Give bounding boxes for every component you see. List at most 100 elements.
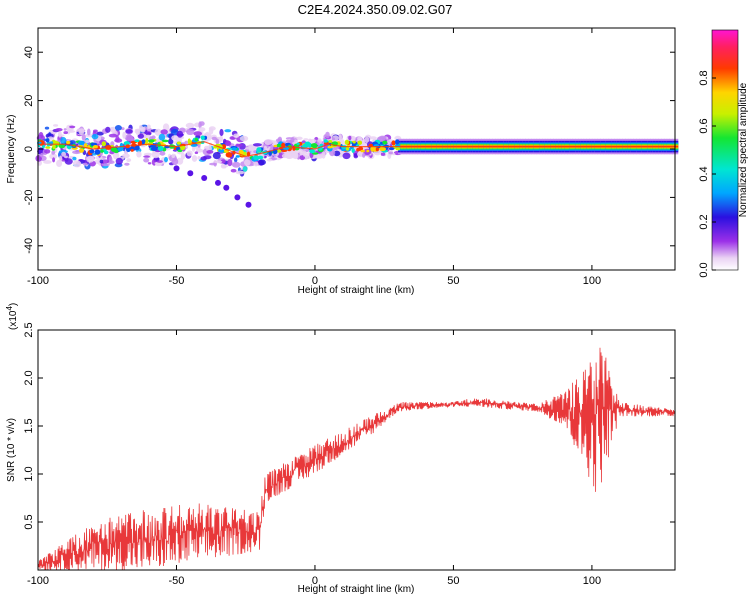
heatmap-cell xyxy=(234,157,238,163)
heatmap-ridge-cell xyxy=(375,147,379,152)
heatmap-cell xyxy=(114,138,123,143)
heatmap-cell xyxy=(230,168,237,173)
heatmap-x-tick-label: 100 xyxy=(583,275,601,287)
colorbar-tick-label: 0.6 xyxy=(698,118,710,133)
colorbar-label: Normalized spectral amplitude xyxy=(738,82,749,217)
heatmap-cell xyxy=(362,153,366,158)
heatmap-cell xyxy=(321,151,326,159)
heatmap-band-cell xyxy=(675,145,679,148)
heatmap-cell xyxy=(164,156,168,163)
snr-x-ticks: -100 -50 0 50 100 xyxy=(27,330,601,587)
heatmap-cell xyxy=(63,131,68,135)
heatmap-cell xyxy=(44,126,50,130)
heatmap-cell xyxy=(61,151,66,157)
heatmap-cell xyxy=(168,138,174,145)
heatmap-ridge-cell xyxy=(304,141,311,147)
heatmap-cell xyxy=(227,159,233,167)
heatmap-cell xyxy=(325,131,330,139)
colorbar-tick-label: 0.4 xyxy=(698,166,710,181)
heatmap-cell xyxy=(66,130,76,133)
heatmap-cell xyxy=(171,158,179,166)
heatmap-cell xyxy=(364,136,370,144)
colorbar-tick-label: 0.0 xyxy=(698,262,710,277)
snr-layer xyxy=(37,347,676,571)
heatmap-cell xyxy=(126,158,132,163)
heatmap-cell xyxy=(156,160,163,163)
heatmap-cell xyxy=(194,151,199,154)
heatmap-cell xyxy=(242,166,248,172)
heatmap-cell xyxy=(72,160,82,168)
heatmap-ridge-cell xyxy=(177,149,183,153)
heatmap-cell xyxy=(264,139,273,145)
heatmap-ridge-cell xyxy=(89,149,95,154)
heatmap-cell xyxy=(235,170,245,175)
snr-multiplier: (x104) xyxy=(5,303,19,330)
snr-x-tick-label: 100 xyxy=(583,575,601,587)
snr-x-axis-title: Height of straight line (km) xyxy=(298,584,415,595)
heatmap-scatter-point xyxy=(215,179,221,186)
heatmap-ridge-cell xyxy=(123,141,130,146)
heatmap-x-tick-label: 50 xyxy=(447,275,459,287)
heatmap-cell xyxy=(191,146,196,152)
heatmap-cell xyxy=(109,126,114,133)
heatmap-cell xyxy=(99,159,104,164)
heatmap-cell xyxy=(143,157,150,163)
heatmap-cell xyxy=(63,128,67,131)
heatmap-ridge-cell xyxy=(323,139,328,143)
heatmap-cell xyxy=(124,134,133,142)
heatmap-x-tick-label: -100 xyxy=(27,275,49,287)
heatmap-cell xyxy=(203,155,212,160)
heatmap-cell xyxy=(233,133,240,138)
heatmap-cell xyxy=(206,150,214,154)
heatmap-ridge-cell xyxy=(351,148,355,154)
heatmap-cell xyxy=(78,128,85,135)
heatmap-ridge-line xyxy=(38,141,675,157)
heatmap-cell xyxy=(197,156,201,160)
heatmap-cell xyxy=(281,153,288,159)
heatmap-cell xyxy=(64,158,73,165)
heatmap-ridge-cell xyxy=(357,140,363,145)
heatmap-ridge-cell xyxy=(235,155,240,158)
heatmap-cell xyxy=(112,152,120,160)
heatmap-ridge-cell xyxy=(225,152,233,158)
heatmap-cell xyxy=(258,159,266,166)
snr-x-tick-label: 0 xyxy=(312,575,318,587)
heatmap-cell xyxy=(302,150,307,157)
heatmap-cell xyxy=(176,157,184,165)
heatmap-cell xyxy=(357,151,364,157)
heatmap-cell xyxy=(115,157,123,165)
colorbar-tick-label: 0.8 xyxy=(698,70,710,85)
heatmap-ridge-cell xyxy=(276,143,282,148)
heatmap-ridge-cell xyxy=(83,143,88,148)
heatmap-cell xyxy=(224,129,232,133)
heatmap-cell xyxy=(224,140,232,147)
heatmap-cell xyxy=(212,152,221,160)
heatmap-ridge-cell xyxy=(281,142,286,148)
heatmap-cell xyxy=(108,156,113,164)
heatmap-ridge-cell xyxy=(273,144,278,148)
heatmap-ridge-cell xyxy=(370,146,376,152)
heatmap-cell xyxy=(58,134,65,137)
colorbar-ticks: 0.0 0.2 0.4 0.6 0.8 xyxy=(698,70,716,278)
heatmap-ridge-cell xyxy=(296,142,300,146)
heatmap-cell xyxy=(232,161,241,168)
heatmap-cell xyxy=(221,164,229,168)
snr-panel: -100 -50 0 50 100 2.5 2.0 1.5 1.0 0.5 Height of … xyxy=(5,303,676,595)
heatmap-cell xyxy=(196,147,201,152)
snr-series-line xyxy=(37,347,676,571)
heatmap-ridge-cell xyxy=(150,146,158,151)
heatmap-cell xyxy=(101,163,110,167)
heatmap-ridge-cell xyxy=(218,148,225,153)
heatmap-cell xyxy=(244,159,251,166)
heatmap-cell xyxy=(185,122,195,129)
heatmap-y-tick-label: 40 xyxy=(23,46,35,58)
snr-multiplier-base: (x10 xyxy=(8,310,19,330)
heatmap-ridge-cell xyxy=(190,144,198,147)
heatmap-cell xyxy=(291,151,299,159)
heatmap-ridge-cell xyxy=(104,150,109,155)
heatmap-cell xyxy=(137,133,144,139)
heatmap-ridge-cell xyxy=(194,137,198,142)
heatmap-cell xyxy=(49,131,57,135)
snr-multiplier-close: ) xyxy=(8,303,19,306)
